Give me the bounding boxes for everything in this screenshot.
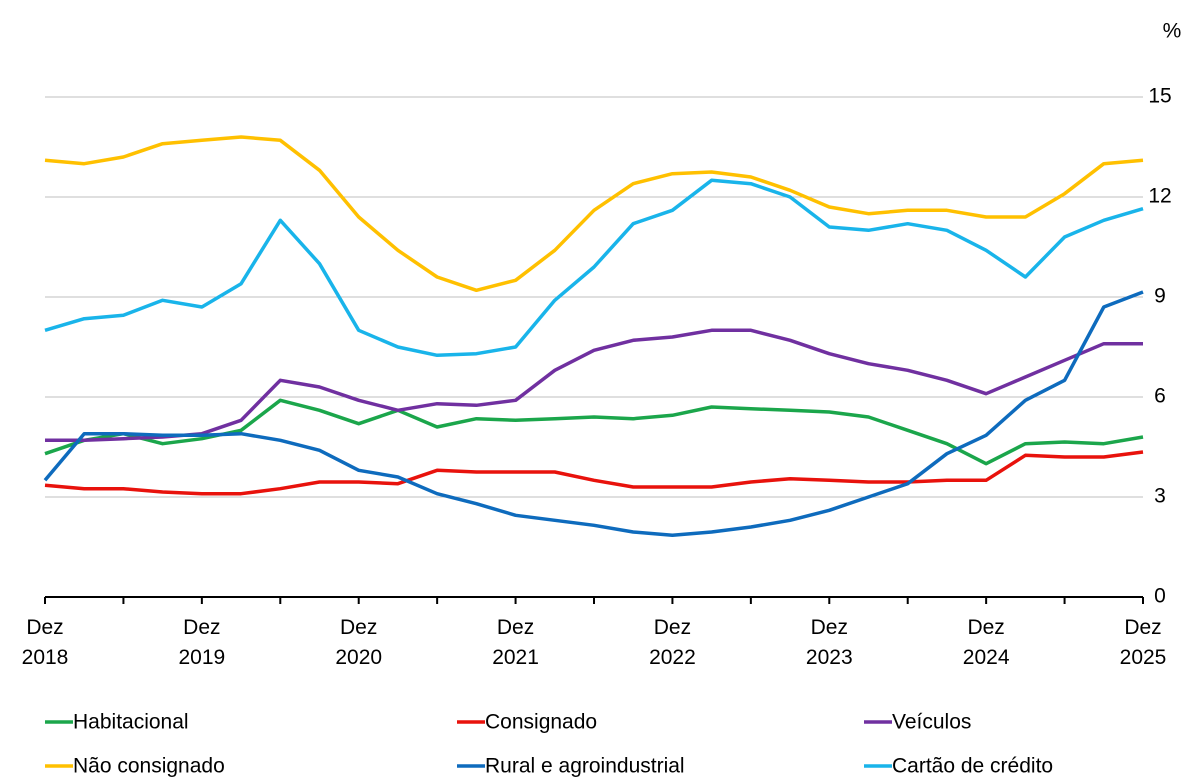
legend-label: Consignado	[485, 711, 597, 734]
x-tick-label: Dez 2024	[962, 616, 1010, 669]
y-axis-label: %	[1163, 20, 1182, 43]
line-series	[45, 328, 1143, 443]
legend-label: Rural e agroindustrial	[485, 755, 685, 778]
legend-label: Não consignado	[73, 755, 225, 778]
line-series	[44, 178, 1144, 358]
legend-label: Veículos	[892, 711, 971, 734]
line-series	[43, 290, 1144, 538]
line-series	[44, 450, 1144, 496]
legend-label: Habitacional	[73, 711, 189, 734]
y-tick-label: 9	[1154, 285, 1166, 308]
line-series	[44, 135, 1144, 293]
legend-label: Cartão de crédito	[892, 755, 1053, 778]
x-tick-label: Dez 2023	[805, 616, 853, 669]
y-tick-label: 12	[1148, 185, 1171, 208]
x-tick-label: Dez 2018	[21, 616, 69, 669]
y-tick-label: 3	[1154, 485, 1166, 508]
x-tick-label: Dez 2025	[1119, 616, 1167, 669]
x-tick-label: Dez 2021	[492, 616, 539, 669]
x-tick-label: Dez 2022	[649, 616, 696, 669]
y-tick-label: 15	[1148, 85, 1171, 108]
y-tick-label: 0	[1154, 585, 1166, 608]
x-tick-label: Dez 2020	[335, 616, 383, 669]
y-tick-label: 6	[1154, 385, 1166, 408]
x-tick-label: Dez 2019	[178, 616, 226, 669]
